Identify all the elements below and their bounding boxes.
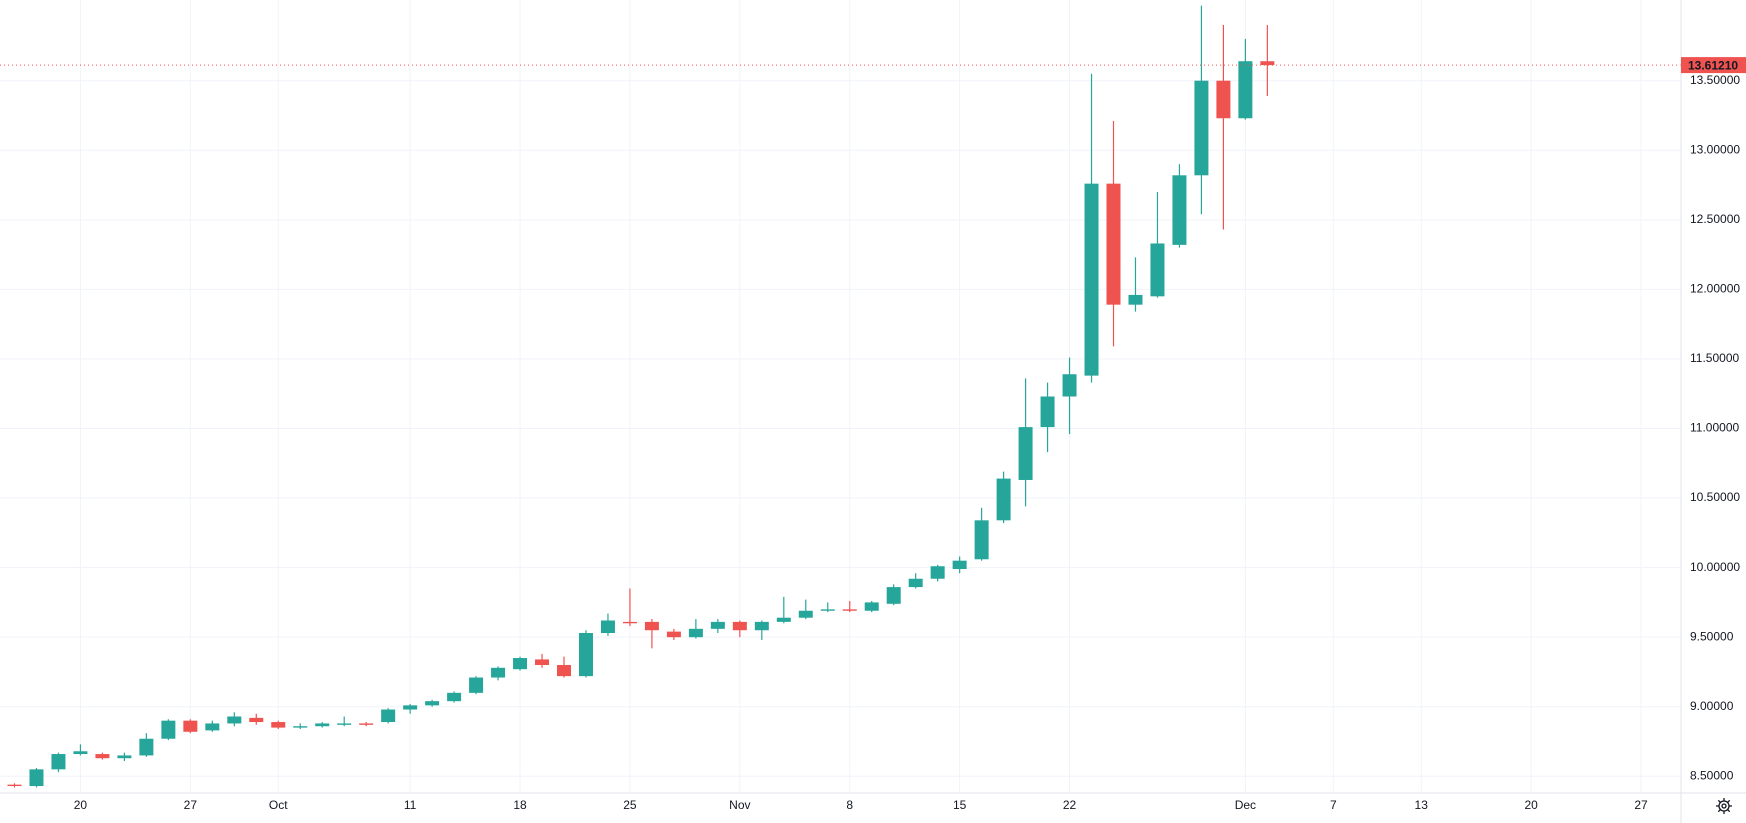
candle-body [886, 587, 901, 604]
y-tick-label: 8.50000 [1690, 768, 1734, 782]
y-tick-label: 12.50000 [1690, 212, 1740, 226]
candle-body [447, 692, 462, 702]
candle-body [205, 723, 220, 731]
candle-body [491, 667, 506, 678]
candle-body [227, 716, 242, 724]
candle-body [1018, 427, 1033, 480]
y-tick-label: 13.50000 [1690, 73, 1740, 87]
candle-body [51, 754, 66, 770]
x-tick-label: 20 [1524, 798, 1538, 812]
candle-body [864, 602, 879, 611]
candle-body [600, 620, 615, 634]
candle-body [776, 617, 791, 622]
y-tick-label: 9.50000 [1690, 629, 1734, 643]
candles [0, 5, 1681, 788]
candle-body [535, 659, 550, 666]
candle-body [271, 722, 286, 728]
candle-body [820, 609, 835, 611]
x-tick-label: Nov [729, 798, 750, 812]
candle-body [1194, 80, 1209, 176]
x-tick-label: 25 [623, 798, 637, 812]
candle-body [1062, 374, 1077, 397]
candle-body [381, 709, 396, 723]
candle-body [578, 633, 593, 677]
candle-body [930, 566, 945, 579]
candle-body [315, 723, 330, 727]
candle-body [1106, 183, 1121, 305]
x-tick-label: 7 [1330, 798, 1337, 812]
candle-body [337, 723, 352, 725]
candle-body [1128, 294, 1143, 305]
last-price-tag [1681, 57, 1746, 74]
candle-body [513, 658, 528, 670]
candle-body [95, 754, 110, 759]
x-tick-label: Dec [1235, 798, 1256, 812]
x-tick-label: 18 [513, 798, 527, 812]
x-tick-label: 20 [74, 798, 88, 812]
x-tick-label: 27 [184, 798, 198, 812]
candle-body [1084, 183, 1099, 376]
candle-body [117, 755, 132, 759]
candle-body [1040, 396, 1055, 428]
candle-body [1238, 61, 1253, 119]
candle-body [754, 621, 769, 631]
candle-body [974, 520, 989, 560]
candle-body [842, 609, 857, 611]
candle-body [1216, 80, 1231, 119]
candle-body [798, 610, 813, 618]
gear-hub [1721, 803, 1727, 809]
x-tick-label: Oct [269, 798, 288, 812]
candle-body [139, 738, 154, 756]
y-tick-label: 11.00000 [1690, 421, 1739, 435]
settings-icon[interactable] [1716, 798, 1732, 814]
candle-body [710, 621, 725, 629]
y-tick-label: 10.50000 [1690, 490, 1740, 504]
candle-body [1150, 243, 1165, 297]
candle-body [908, 578, 923, 588]
x-tick-label: 27 [1634, 798, 1648, 812]
x-tick-label: 11 [404, 798, 417, 812]
candle-body [952, 560, 967, 570]
candle-body [249, 717, 264, 723]
candle-body [161, 720, 176, 739]
candle-body [644, 621, 659, 631]
last-price-label: 13.61210 [1688, 58, 1738, 72]
candle-body [293, 726, 308, 728]
candle-body [29, 769, 44, 787]
x-tick-label: 15 [953, 798, 967, 812]
candle-body [403, 705, 418, 710]
axes: 8.50000 9.00000 9.50000 10.00000 10.50000 11.… [74, 57, 1746, 812]
y-tick-label: 11.50000 [1690, 351, 1739, 365]
candle-body [425, 701, 440, 706]
x-tick-label: 13 [1415, 798, 1429, 812]
candle-body [688, 628, 703, 638]
candle-body [1260, 61, 1275, 66]
gear-teeth [1716, 798, 1732, 814]
candle-body [359, 723, 374, 725]
candle-body [73, 751, 88, 755]
x-tick-label: 8 [846, 798, 853, 812]
candle-body [7, 784, 22, 787]
candle-body [557, 665, 571, 677]
candle-body [469, 677, 484, 693]
y-tick-label: 13.00000 [1690, 142, 1740, 156]
candle-body [666, 631, 681, 638]
candle-body [996, 478, 1011, 521]
candle-body [622, 621, 637, 624]
x-tick-label: 22 [1063, 798, 1077, 812]
candle-body [732, 621, 747, 631]
grid [0, 0, 1681, 793]
candle-body [1172, 175, 1187, 245]
y-tick-label: 10.00000 [1690, 560, 1740, 574]
y-tick-label: 12.00000 [1690, 282, 1740, 296]
candle-body [183, 720, 198, 732]
y-tick-label: 9.00000 [1690, 699, 1734, 713]
